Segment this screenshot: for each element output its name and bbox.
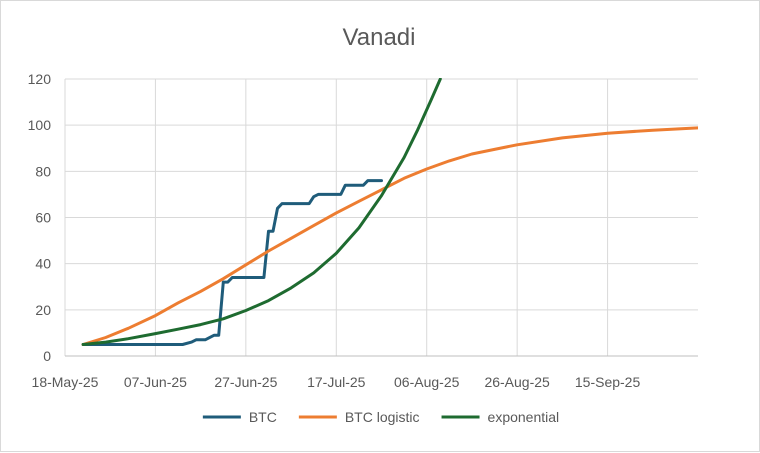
x-tick-label: 27-Jun-25 (214, 374, 277, 390)
y-tick-label: 20 (35, 302, 51, 318)
y-tick-label: 40 (35, 256, 51, 272)
legend-item-btc: BTC (202, 409, 277, 425)
series-line-btc-logistic (81, 126, 698, 346)
series-line-exponential (81, 78, 442, 346)
legend: BTC BTC logistic exponential (202, 409, 560, 425)
x-tick-label: 17-Jul-25 (307, 374, 366, 390)
legend-label: BTC (249, 409, 277, 425)
x-tick-label: 18-May-25 (32, 374, 99, 390)
legend-item-btc-logistic: BTC logistic (298, 409, 420, 425)
series-layer (81, 78, 698, 346)
axis-layer: 0 20 40 60 80 100 120 18-May-25 07-Jun-25 27-Jun-… (28, 71, 698, 390)
x-tick-label: 15-Sep-25 (575, 374, 641, 390)
x-tick-label: 06-Aug-25 (394, 374, 460, 390)
x-tick-label: 26-Aug-25 (484, 374, 550, 390)
y-tick-label: 60 (35, 210, 51, 226)
chart-title: Vanadi (343, 24, 416, 51)
x-tick-label: 07-Jun-25 (124, 374, 187, 390)
grid-layer (64, 78, 698, 356)
y-tick-label: 100 (28, 117, 52, 133)
y-tick-label: 120 (28, 71, 52, 87)
legend-item-exponential: exponential (441, 409, 560, 425)
y-tick-label: 0 (43, 348, 51, 364)
legend-label: exponential (488, 409, 560, 425)
y-tick-label: 80 (35, 163, 51, 179)
legend-label: BTC logistic (345, 409, 420, 425)
series-line-btc (81, 179, 383, 346)
